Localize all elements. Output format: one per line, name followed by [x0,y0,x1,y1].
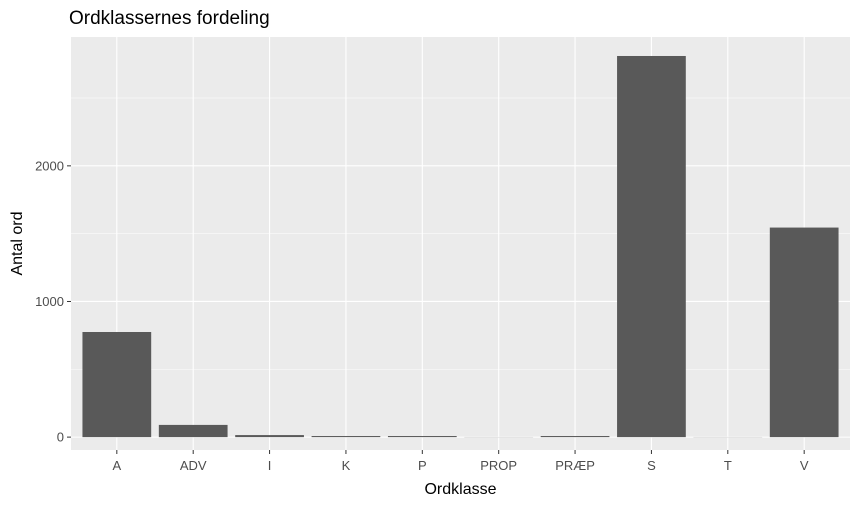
x-tick-label: PRÆP [555,458,595,473]
x-tick-label: V [800,458,809,473]
plot-panel [71,37,850,450]
minor-gridlines [71,97,850,370]
x-tick-label: S [647,458,656,473]
x-axis: A ADV I K P PROP PRÆP S T V [112,450,809,473]
bar-i [235,435,304,438]
y-axis: 0 1000 2000 [35,158,71,445]
y-axis-title: Antal ord [9,211,26,275]
bar-s [617,55,686,438]
y-tick-label: 1000 [35,294,64,309]
y-tick-label: 2000 [35,158,64,173]
x-tick-label: K [342,458,351,473]
x-axis-title: Ordklasse [424,481,496,498]
chart-title: Ordklassernes fordeling [69,8,270,29]
bars [82,55,839,438]
bar-a [82,332,152,438]
bar-adv [158,424,228,438]
x-tick-label: A [112,458,121,473]
bar-k [311,436,381,438]
x-tick-label: ADV [180,458,207,473]
bar-p [387,436,457,438]
x-tick-label: PROP [480,458,517,473]
x-tick-label: I [268,458,272,473]
x-tick-label: P [418,458,427,473]
x-tick-label: T [724,458,732,473]
y-tick-label: 0 [57,430,64,445]
bar-præp [540,436,610,438]
bar-v [769,227,839,438]
